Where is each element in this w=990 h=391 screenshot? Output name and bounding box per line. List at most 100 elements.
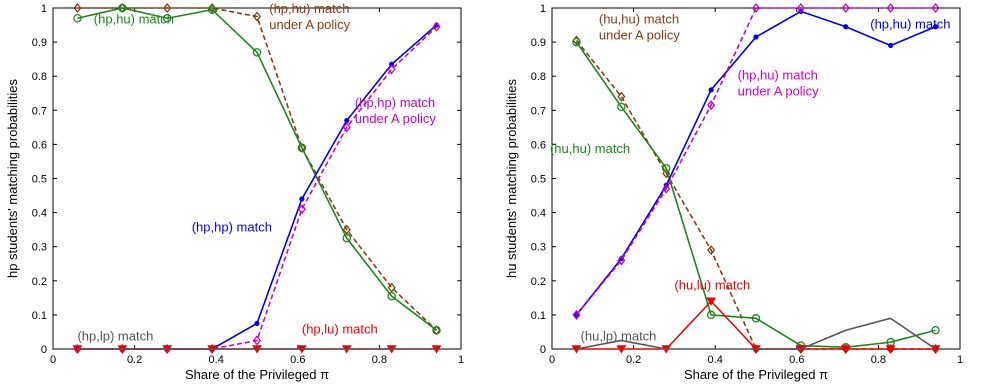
y-tick-label: 0.7 bbox=[32, 105, 47, 117]
data-point bbox=[617, 91, 626, 102]
data-point bbox=[344, 117, 350, 124]
data-point bbox=[931, 325, 940, 335]
y-tick-label: 0.1 bbox=[531, 310, 546, 322]
y-tick-label: 1 bbox=[41, 3, 47, 15]
y-axis-label: hu students' matching probabilities bbox=[504, 78, 519, 278]
data-point bbox=[297, 204, 306, 215]
y-tick-label: 0.2 bbox=[32, 276, 47, 288]
series-annotation: (hp,lu) match bbox=[302, 322, 378, 337]
y-tick-label: 0.8 bbox=[32, 71, 47, 83]
x-tick-label: 1 bbox=[957, 354, 963, 366]
data-point bbox=[207, 5, 217, 14]
y-tick-label: 0.3 bbox=[32, 242, 47, 254]
series-line bbox=[77, 24, 438, 350]
series-2 bbox=[73, 3, 441, 335]
series-annotation: (hp,hp) match under A policy bbox=[355, 95, 436, 126]
x-tick-label: 0.4 bbox=[209, 354, 224, 366]
series-annotation: (hu,lp) match bbox=[581, 328, 657, 343]
data-point bbox=[931, 2, 940, 14]
data-point bbox=[252, 48, 262, 57]
data-point bbox=[297, 143, 307, 153]
series-annotation: (hp,hu) match bbox=[94, 11, 174, 26]
plot-frame bbox=[551, 7, 961, 350]
data-point bbox=[617, 102, 626, 112]
data-point bbox=[387, 282, 396, 293]
x-tick-label: 0.8 bbox=[871, 354, 886, 366]
data-point bbox=[389, 61, 395, 67]
data-point bbox=[706, 297, 716, 306]
series-line bbox=[77, 7, 438, 331]
y-tick-label: 1 bbox=[540, 3, 546, 15]
x-tick-label: 1 bbox=[458, 354, 464, 366]
y-tick-label: 0.2 bbox=[531, 276, 546, 288]
data-point bbox=[662, 168, 671, 179]
data-point bbox=[299, 196, 305, 202]
data-point bbox=[118, 3, 127, 13]
y-tick-label: 0.1 bbox=[32, 310, 47, 322]
data-point bbox=[662, 183, 671, 194]
series-line bbox=[77, 7, 438, 331]
y-tick-label: 0.4 bbox=[32, 208, 47, 220]
data-point bbox=[432, 325, 441, 335]
series-line bbox=[576, 317, 936, 350]
y-tick-label: 0.8 bbox=[531, 71, 546, 83]
data-point bbox=[73, 2, 82, 14]
y-tick-label: 0.6 bbox=[531, 139, 546, 151]
data-point bbox=[888, 42, 894, 49]
series-line bbox=[575, 7, 936, 316]
series-6 bbox=[576, 317, 936, 350]
data-point bbox=[252, 335, 262, 346]
x-tick-label: 0.6 bbox=[290, 354, 305, 366]
y-tick-label: 0.5 bbox=[32, 174, 47, 186]
data-point bbox=[163, 2, 172, 14]
data-point bbox=[886, 2, 895, 14]
data-point bbox=[617, 255, 626, 266]
x-tick-label: 0.4 bbox=[708, 354, 723, 366]
series-annotation: (hu,hu) match bbox=[550, 141, 630, 156]
chart-panel-1: 0 0.2 0.4 0.6 0.8 1 0 0.1 0.2 0.3 0.4 0.5 0.6 0.7 0.8 0… bbox=[5, 1, 464, 382]
y-tick-label: 0.9 bbox=[531, 37, 546, 49]
data-point bbox=[751, 314, 761, 323]
series-3 bbox=[74, 22, 440, 352]
data-point bbox=[252, 11, 262, 22]
x-tick-label: 0.6 bbox=[789, 354, 804, 366]
data-point bbox=[387, 64, 396, 75]
data-point bbox=[387, 291, 396, 301]
data-point bbox=[751, 2, 761, 14]
y-tick-label: 0.5 bbox=[531, 174, 546, 186]
data-point bbox=[661, 164, 671, 173]
data-point bbox=[572, 37, 581, 47]
data-point bbox=[753, 34, 759, 40]
data-point bbox=[73, 13, 82, 23]
x-tick-label: 0 bbox=[549, 354, 555, 366]
data-point bbox=[885, 345, 896, 354]
data-point bbox=[841, 2, 850, 14]
data-point bbox=[254, 320, 260, 327]
x-tick-label: 0 bbox=[50, 354, 56, 366]
y-axis-label: hp students' matching probabilities bbox=[5, 78, 20, 278]
data-point bbox=[796, 2, 805, 14]
x-tick-label: 0.2 bbox=[626, 354, 641, 366]
x-axis-label: Share of the Privileged π bbox=[684, 367, 828, 382]
series-line bbox=[575, 41, 936, 349]
data-point bbox=[342, 233, 352, 243]
data-point bbox=[843, 24, 849, 30]
x-tick-label: 0.8 bbox=[372, 354, 387, 366]
data-point bbox=[162, 13, 172, 23]
chart-panel-2: 0 0.2 0.4 0.6 0.8 1 0 0.1 0.2 0.3 0.4 0.5 0.6 0.7 0.8 0… bbox=[504, 2, 963, 382]
data-point bbox=[706, 310, 716, 320]
data-point bbox=[572, 309, 581, 320]
y-tick-label: 0.6 bbox=[32, 139, 47, 151]
series-annotation: (hp,lp) match bbox=[77, 328, 153, 343]
series-line bbox=[575, 10, 936, 316]
data-point bbox=[707, 100, 716, 111]
data-point bbox=[342, 122, 351, 133]
x-axis-label: Share of the Privileged π bbox=[185, 367, 329, 382]
y-tick-label: 0 bbox=[540, 344, 546, 356]
data-point bbox=[708, 87, 714, 93]
data-point bbox=[707, 245, 716, 256]
series-annotation: (hp,hu) match under A policy bbox=[269, 1, 350, 32]
y-tick-label: 0.3 bbox=[531, 242, 546, 254]
series-annotation: (hu,hu) match under A policy bbox=[599, 11, 680, 42]
